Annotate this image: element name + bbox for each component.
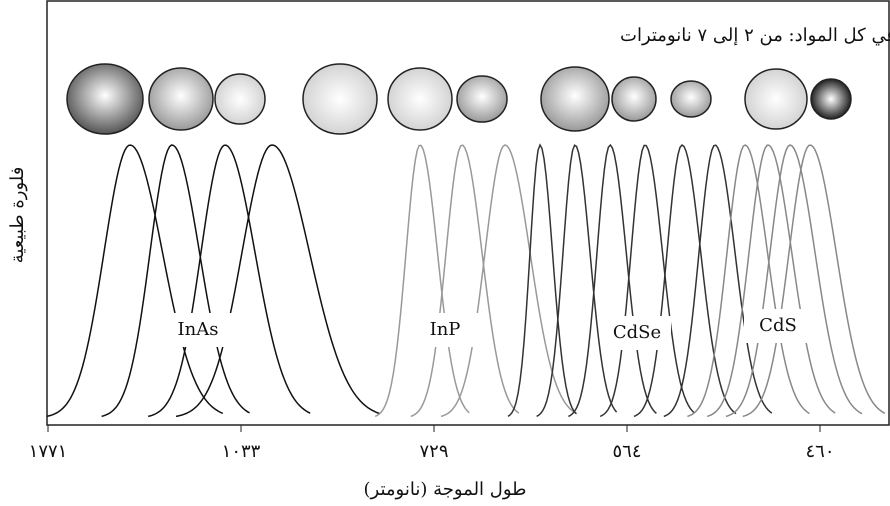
spectrum-curve [663, 144, 773, 418]
y-axis-label: فلورة طبيعية [7, 167, 28, 264]
spectrum-curve [599, 144, 695, 418]
spectrum-curve [507, 143, 577, 418]
particles [66, 63, 852, 135]
spectra [46, 143, 886, 418]
label-box [164, 313, 232, 347]
spectrum-curve [742, 144, 886, 418]
spectrum-curve [706, 144, 836, 418]
label-box [411, 313, 479, 347]
spectrum-curve [536, 144, 618, 418]
material-label: CdS [759, 315, 797, 336]
spectrum-curve [175, 144, 381, 418]
label-box [744, 309, 812, 343]
x-axis-label: طول الموجة (نانومتر) [364, 479, 527, 500]
plot-frame [46, 0, 890, 426]
spectrum-curve [687, 144, 810, 418]
material-labels: InAs InP CdSe CdS [164, 309, 812, 350]
spectrum-curve [148, 144, 311, 418]
x-tick-label: ٥٦٤ [612, 441, 641, 462]
x-tick-label: ١٠٣٣ [222, 441, 261, 462]
spectrum-curve [725, 144, 863, 418]
spectrum-curve [440, 144, 578, 418]
spectrum-curve [410, 144, 520, 418]
spectrum-curve [46, 144, 224, 418]
material-label: InP [430, 319, 461, 340]
spectrum-curve [568, 143, 657, 418]
material-label: CdSe [613, 322, 661, 343]
spectrum-curve [374, 144, 470, 418]
x-tick-label: ١٧٧١ [29, 441, 68, 462]
material-label: InAs [178, 319, 219, 340]
x-tick-label: ٧٢٩ [419, 441, 448, 462]
spectrum-curve [101, 144, 250, 418]
x-ticks: ١٧٧١ ١٠٣٣ ٧٢٩ ٥٦٤ ٤٦٠ [29, 425, 835, 462]
label-box [603, 316, 671, 350]
spectrum-curve [633, 143, 737, 418]
title: حجم الجزيء في كل المواد: من ٢ إلى ٧ نانو… [620, 25, 890, 46]
x-tick-label: ٤٦٠ [805, 441, 834, 462]
